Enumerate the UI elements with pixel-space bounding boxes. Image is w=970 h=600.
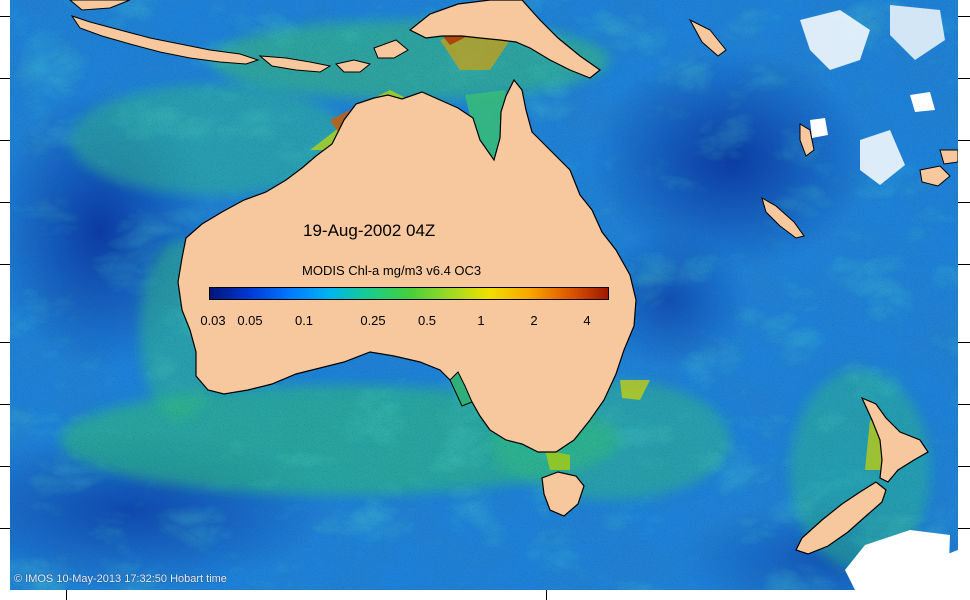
left-tick — [0, 528, 10, 529]
bottom-tick — [546, 590, 547, 600]
left-tick — [0, 342, 10, 343]
colorbar-tick-label: 4 — [583, 313, 591, 328]
new-caledonia — [761, 196, 805, 239]
colorbar — [209, 287, 609, 300]
no-data-patches — [800, 5, 958, 590]
right-tick — [958, 202, 970, 203]
right-tick — [958, 528, 970, 529]
pacific-island — [919, 165, 951, 187]
left-tick — [0, 16, 10, 17]
indonesian-island — [335, 59, 372, 73]
colorbar-title: MODIS Chl-a mg/m3 v6.4 OC3 — [302, 263, 482, 278]
tasmania — [541, 471, 585, 517]
left-tick — [0, 264, 10, 265]
pacific-island — [688, 18, 727, 57]
left-tick — [0, 202, 10, 203]
indonesian-island — [373, 39, 409, 59]
right-tick — [958, 264, 970, 265]
colorbar-tick-label: 0.1 — [294, 313, 314, 328]
indonesian-island — [258, 55, 332, 73]
right-tick — [958, 466, 970, 467]
indonesian-island — [69, 0, 131, 11]
colorbar-tick-label: 0.05 — [237, 313, 263, 328]
left-tick — [0, 78, 10, 79]
date-label: 19-Aug-2002 04Z — [303, 221, 436, 240]
colorbar-tick-label: 2 — [530, 313, 538, 328]
australia-landmass — [177, 78, 637, 453]
colorbar-tick-label: 1 — [477, 313, 485, 328]
pacific-island — [939, 149, 958, 165]
right-tick — [958, 16, 970, 17]
bottom-tick — [66, 590, 67, 600]
colorbar-tick-label: 0.25 — [360, 313, 386, 328]
spencer-gulf — [449, 371, 473, 407]
new-zealand-south-island — [795, 481, 887, 555]
left-tick — [0, 404, 10, 405]
colorbar-tick-label: 0.5 — [417, 313, 437, 328]
left-tick — [0, 466, 10, 467]
right-tick — [958, 78, 970, 79]
right-tick — [958, 140, 970, 141]
left-tick — [0, 140, 10, 141]
new-guinea — [408, 0, 602, 79]
pacific-island — [799, 123, 815, 157]
credit-text: © IMOS 10-May-2013 17:32:50 Hobart time — [14, 573, 227, 585]
java-sumatra — [70, 15, 260, 65]
right-tick — [958, 342, 970, 343]
colorbar-tick-label: 0.03 — [200, 313, 226, 328]
right-tick — [958, 404, 970, 405]
new-zealand-north-island — [860, 396, 929, 483]
